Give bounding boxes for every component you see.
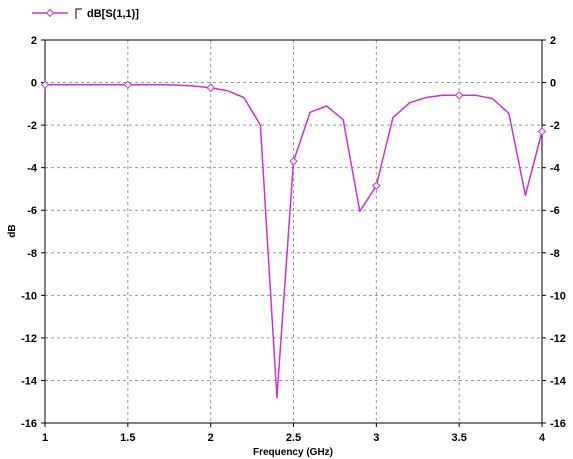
- y-tick-label-left: -16: [21, 418, 37, 430]
- legend-swatch-bracket: [75, 8, 82, 19]
- y-tick-label-right: -6: [550, 205, 560, 217]
- data-point-marker: [372, 181, 381, 190]
- x-tick-label: 3.5: [452, 432, 467, 444]
- x-tick-label: 2: [208, 432, 214, 444]
- y-tick-label-left: -2: [27, 120, 37, 132]
- y-tick-label-left: -12: [21, 333, 37, 345]
- legend: dB[S(1,1)]: [32, 8, 139, 20]
- legend-marker: [45, 8, 55, 18]
- grid: [44, 39, 543, 424]
- y-tick-label-right: -2: [550, 120, 560, 132]
- data-point-marker: [537, 127, 547, 136]
- y-tick-label-right: -12: [550, 333, 566, 345]
- data-point-marker: [40, 80, 50, 89]
- data-point-marker: [289, 157, 298, 166]
- y-tick-label-right: -4: [550, 163, 561, 175]
- y-tick-label-left: 0: [31, 78, 37, 90]
- x-tick-label: 1: [42, 432, 48, 444]
- data-point-marker: [206, 83, 215, 93]
- y-tick-label-left: -10: [21, 290, 37, 302]
- x-tick-label: 3: [373, 432, 379, 444]
- y-tick-label-right: -8: [550, 248, 560, 260]
- y-axis-right-ticks: 2 0 -2 -4 -6 -8 -10 -12 -14 -16: [542, 35, 567, 430]
- legend-label: dB[S(1,1)]: [87, 8, 139, 20]
- y-axis-title: dB: [7, 224, 18, 237]
- y-tick-label-left: -4: [27, 163, 38, 175]
- y-tick-label-left: -6: [27, 205, 37, 217]
- y-tick-label-left: -8: [27, 248, 37, 260]
- x-axis-ticks: 1 1.5 2 2.5 3 3.5 4: [42, 423, 546, 444]
- y-tick-label-left: -14: [21, 375, 38, 387]
- y-tick-label-right: 0: [550, 78, 556, 90]
- y-tick-label-right: -16: [550, 418, 566, 430]
- series-layer: [40, 80, 547, 399]
- y-axis-left-ticks: 2 0 -2 -4 -6 -8 -10 -12 -14 -16: [21, 35, 45, 430]
- x-tick-label: 1.5: [120, 432, 135, 444]
- y-tick-label-right: 2: [550, 35, 556, 47]
- x-axis-title: Frequency (GHz): [253, 447, 333, 458]
- y-tick-label-left: 2: [31, 35, 37, 47]
- data-point-marker: [454, 91, 464, 100]
- y-tick-label-right: -10: [550, 290, 566, 302]
- x-tick-label: 4: [539, 432, 546, 444]
- y-tick-label-right: -14: [550, 375, 567, 387]
- data-point-marker: [123, 80, 133, 89]
- x-tick-label: 2.5: [286, 432, 301, 444]
